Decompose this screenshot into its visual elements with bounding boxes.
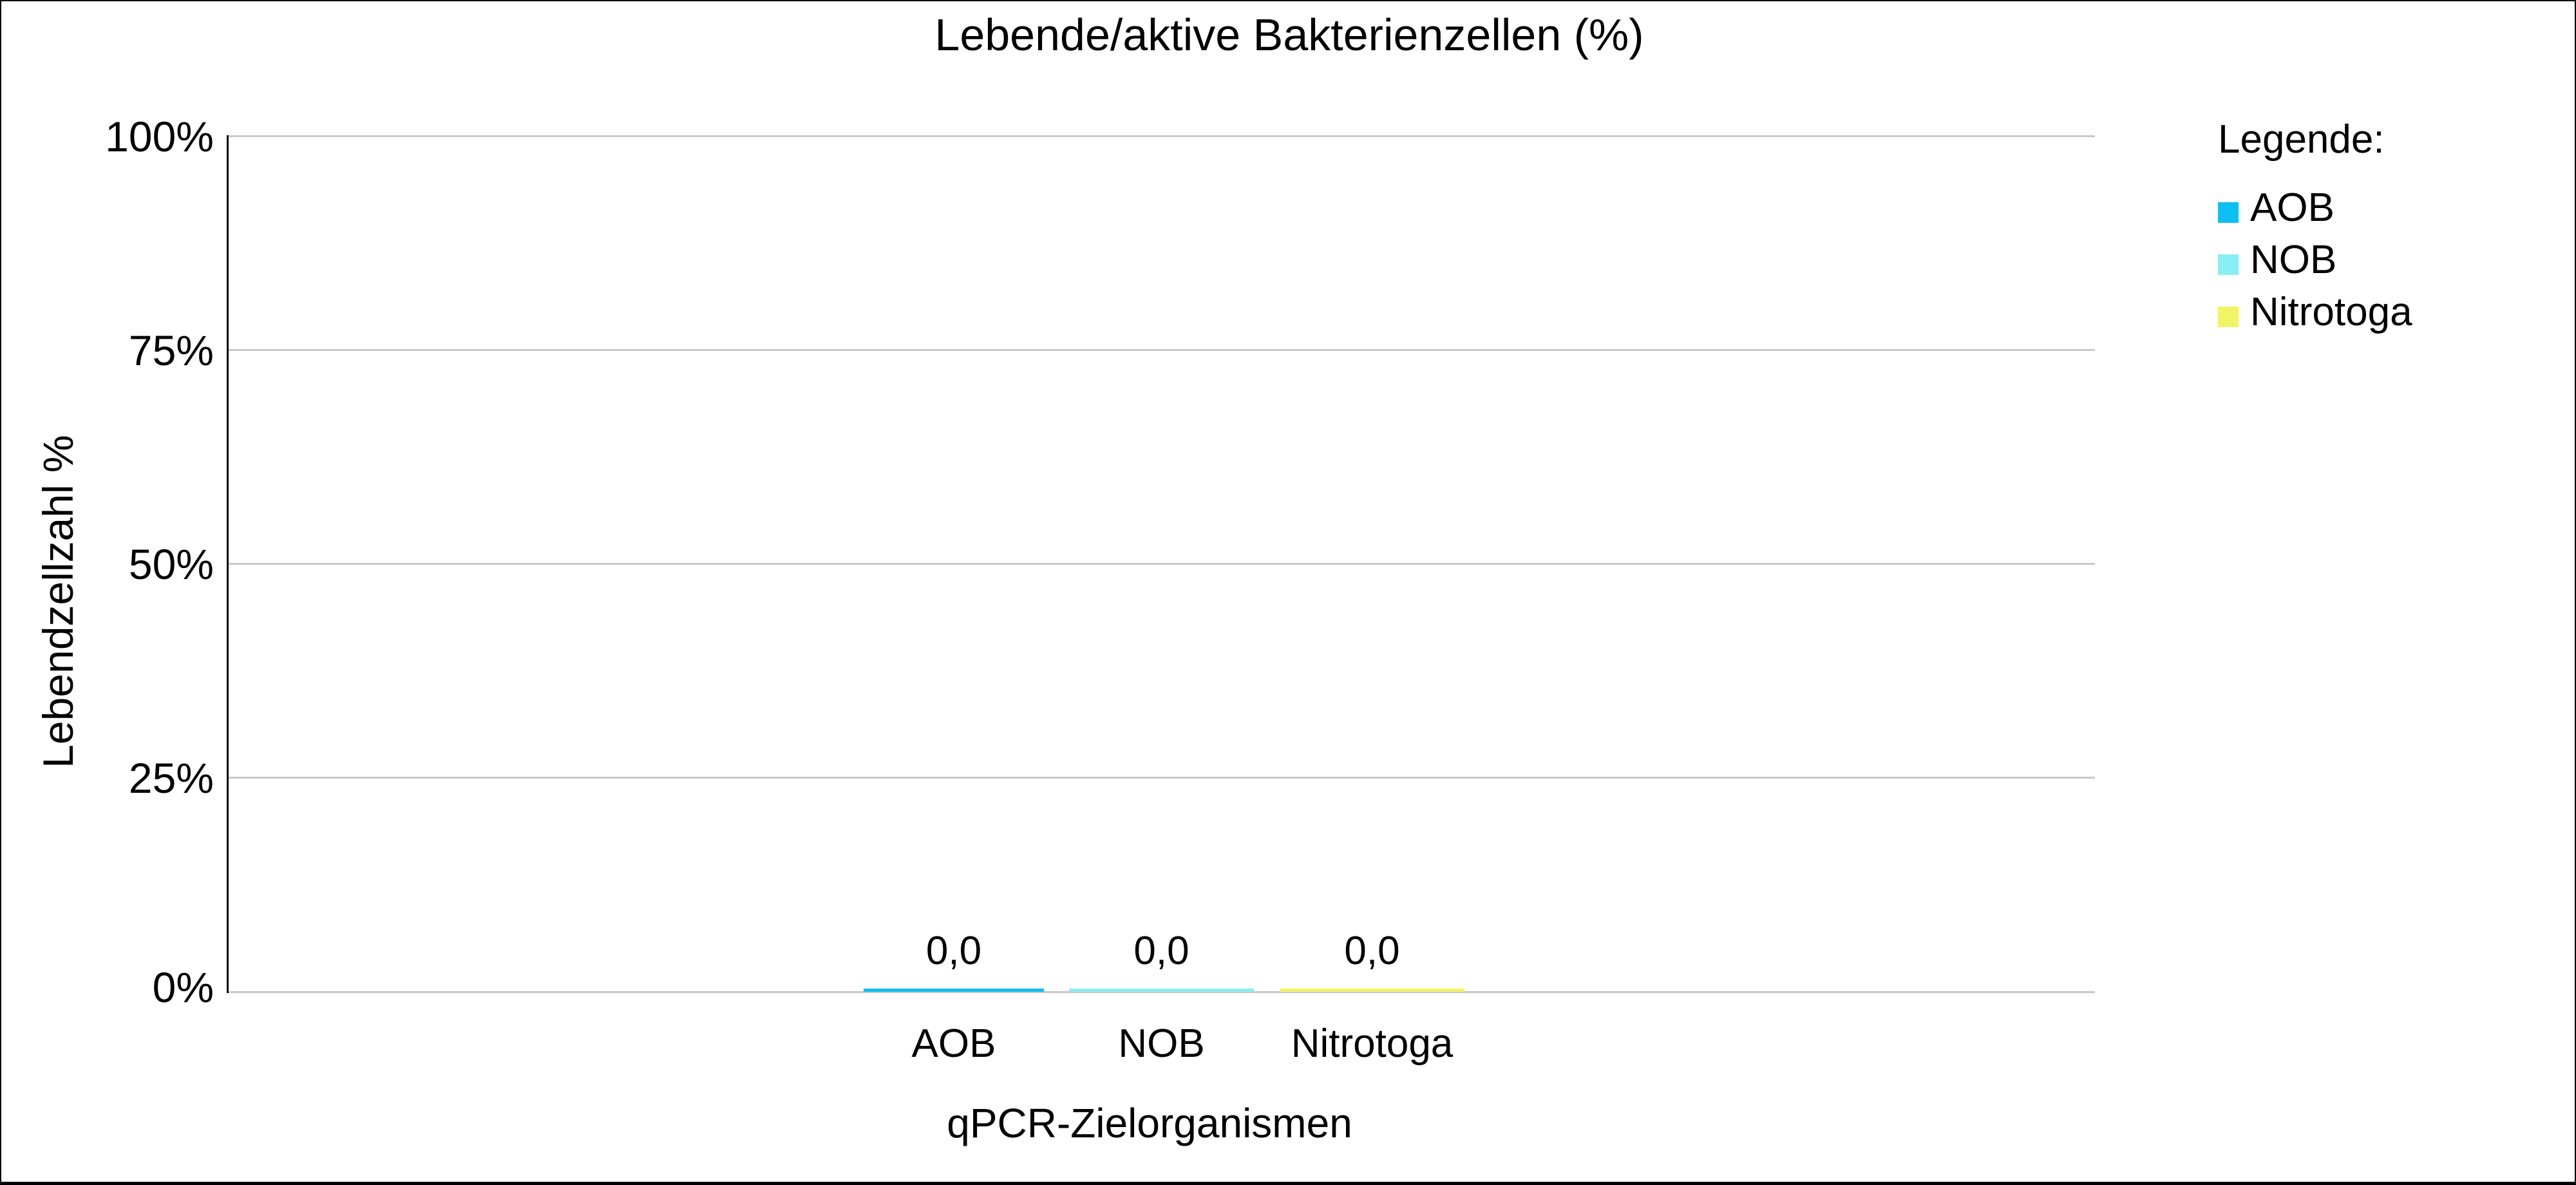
y-tick-25: 25%: [128, 754, 214, 802]
gridline-75: [228, 349, 2095, 351]
x-category-nitrotoga: Nitrotoga: [1291, 1021, 1454, 1066]
x-axis-title: qPCR-Zielorganismen: [947, 1100, 1352, 1146]
legend-swatch-aob: [2218, 202, 2239, 223]
legend-label-nob: NOB: [2250, 237, 2337, 282]
legend-item-nob: NOB: [2218, 234, 2412, 286]
chart-title: Lebende/aktive Bakterienzellen (%): [934, 10, 1644, 60]
bar-nitrotoga: [1280, 989, 1464, 992]
legend-title: Legende:: [2218, 117, 2385, 162]
y-axis-title: Lebendzellzahl %: [34, 435, 82, 768]
bar-nob: [1069, 989, 1254, 992]
value-label-nitrotoga: 0,0: [1344, 929, 1400, 973]
legend-label-aob: AOB: [2250, 185, 2334, 230]
legend-label-nitrotoga: Nitrotoga: [2250, 289, 2412, 334]
gridline-100: [228, 135, 2095, 137]
y-tick-100: 100%: [105, 113, 214, 160]
gridline-25: [228, 777, 2095, 779]
legend-swatch-nob: [2218, 254, 2239, 275]
y-axis-line: [227, 135, 229, 993]
gridline-0-baseline: [228, 991, 2095, 993]
x-category-nob: NOB: [1118, 1021, 1205, 1066]
value-label-aob: 0,0: [925, 929, 982, 973]
legend: Legende: AOB NOB Nitrotoga: [2218, 120, 2412, 338]
gridline-50: [228, 563, 2095, 565]
y-tick-75: 75%: [128, 327, 214, 374]
legend-item-nitrotoga: Nitrotoga: [2218, 286, 2412, 338]
y-tick-0: 0%: [152, 963, 214, 1011]
value-label-nob: 0,0: [1133, 929, 1189, 973]
x-category-aob: AOB: [911, 1021, 996, 1066]
legend-item-aob: AOB: [2218, 182, 2412, 234]
y-tick-50: 50%: [128, 540, 214, 588]
legend-swatch-nitrotoga: [2218, 306, 2239, 327]
bar-aob: [864, 989, 1044, 992]
